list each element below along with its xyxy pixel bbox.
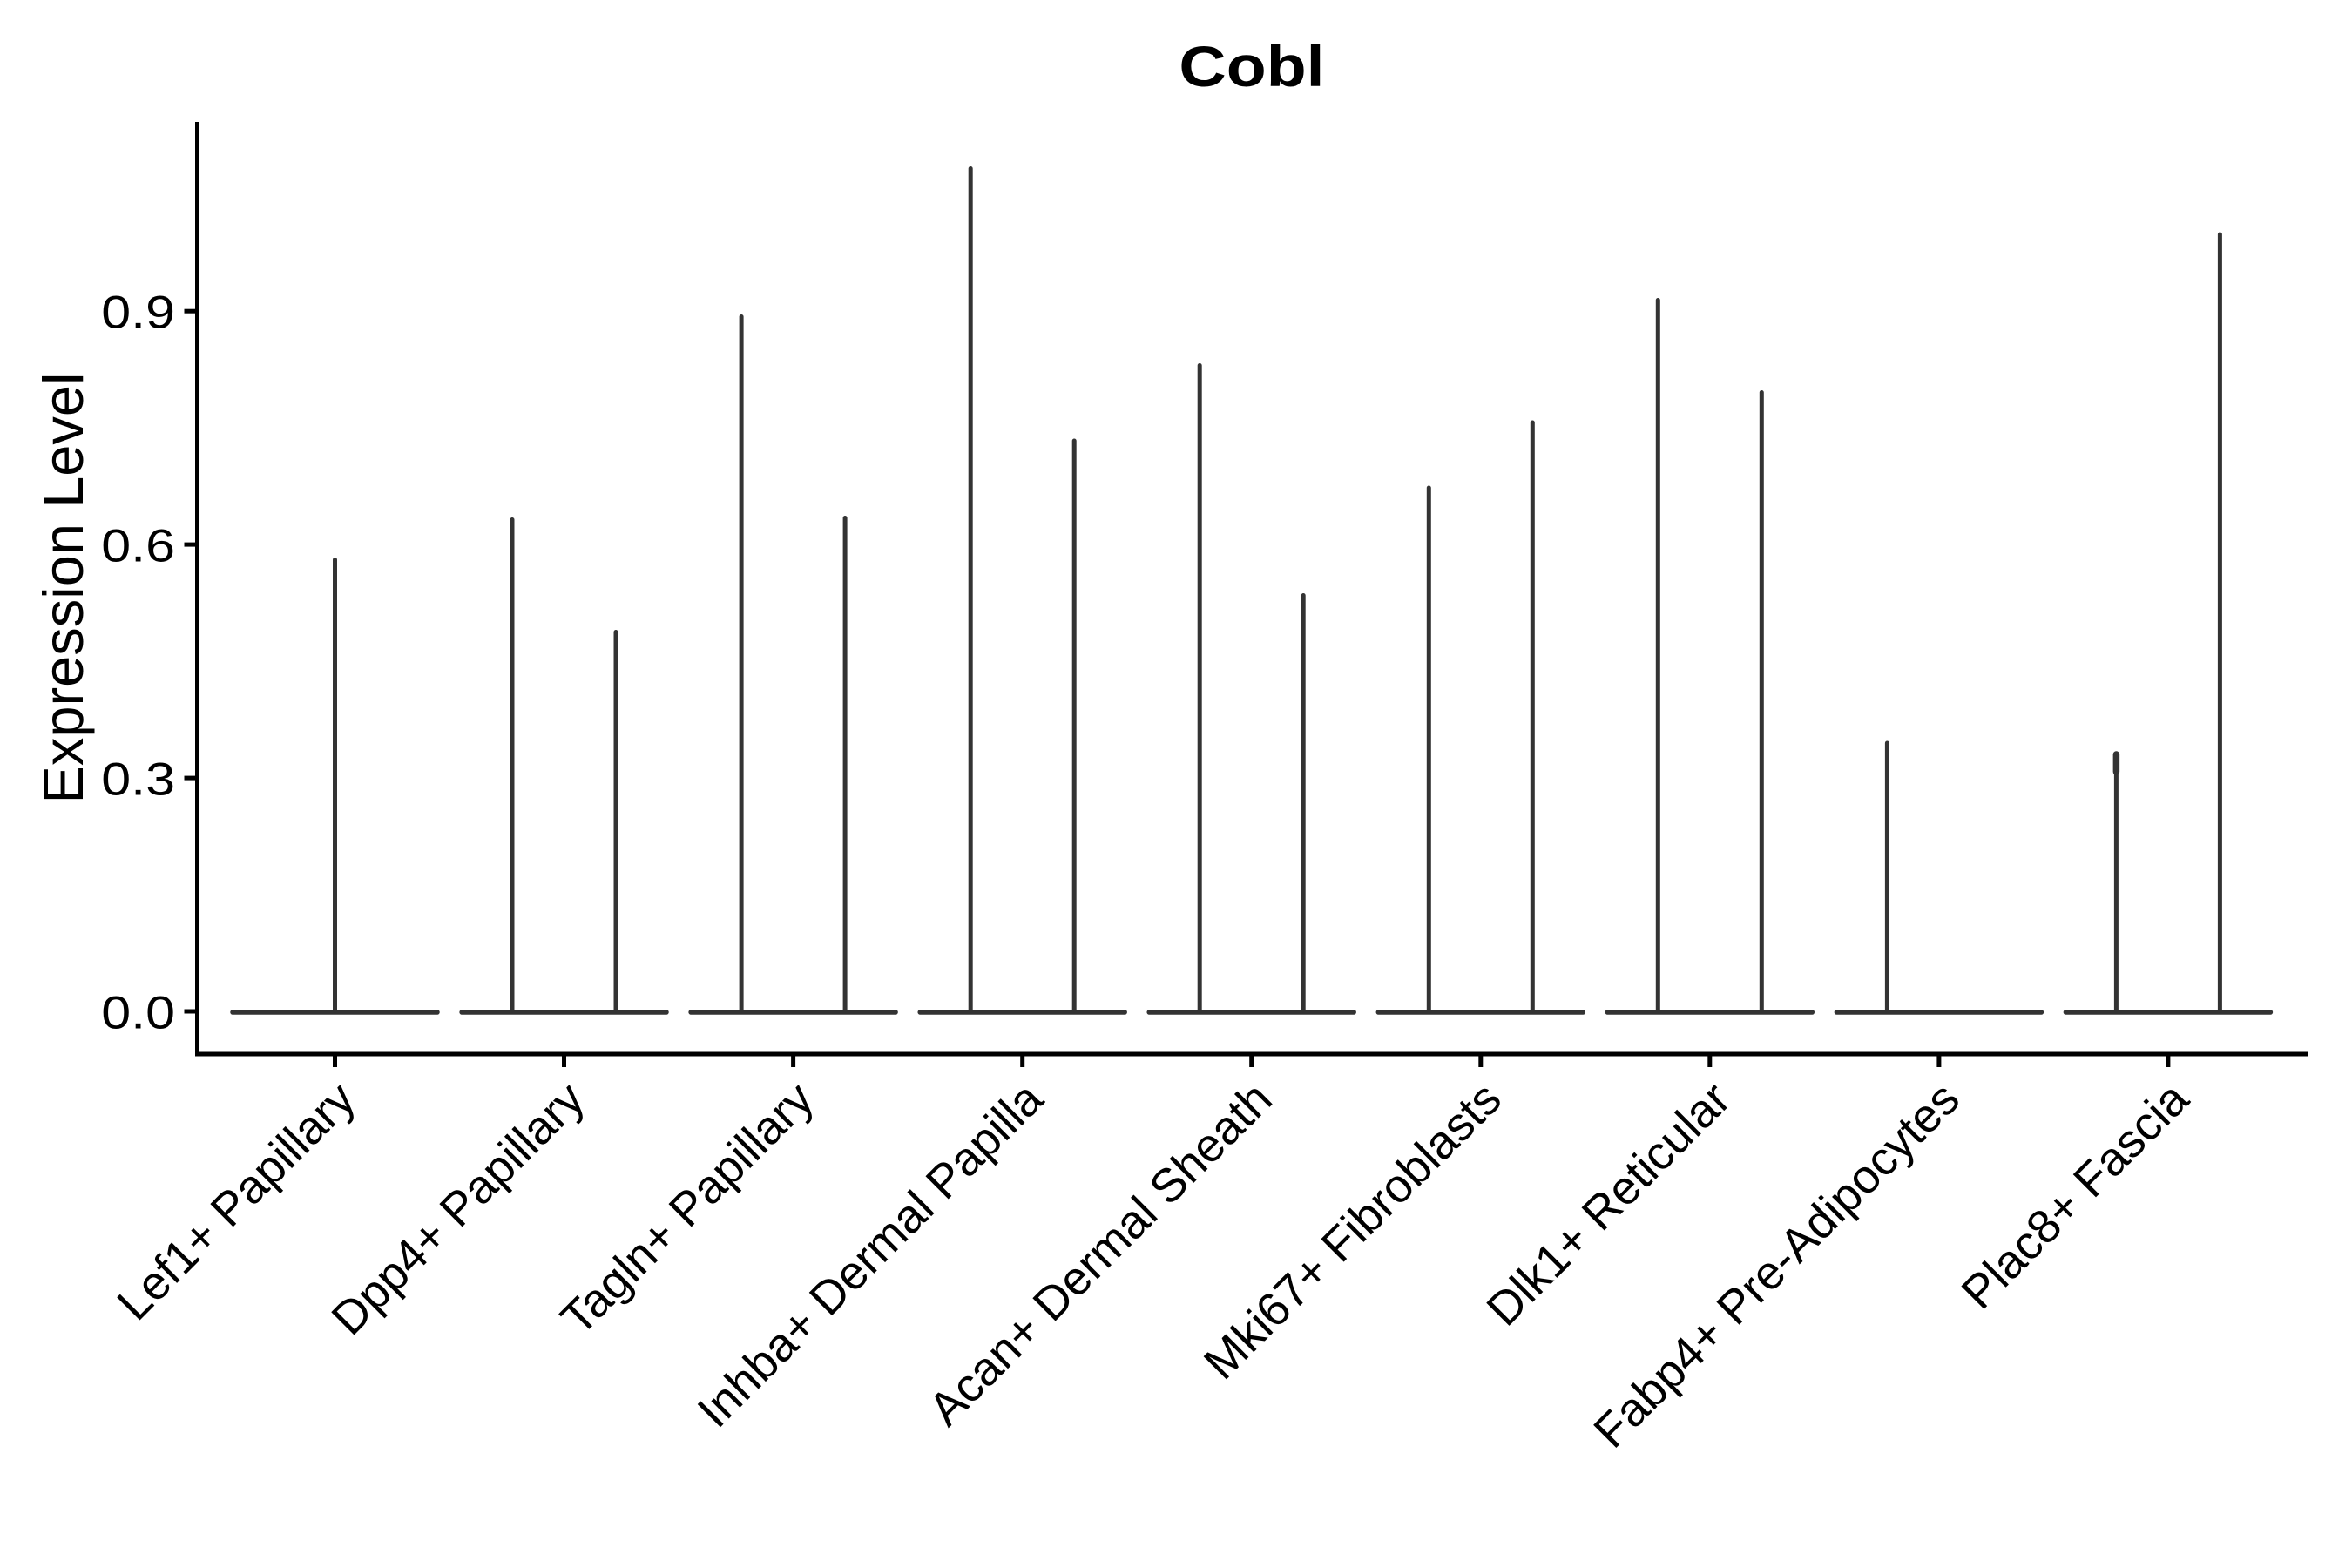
svg-text:Cobl: Cobl (1179, 34, 1324, 98)
svg-text:Expression Level: Expression Level (31, 373, 95, 804)
svg-text:0.3: 0.3 (101, 754, 175, 805)
svg-text:0.9: 0.9 (101, 287, 175, 338)
svg-text:0.0: 0.0 (101, 987, 175, 1038)
svg-text:0.6: 0.6 (101, 520, 175, 571)
